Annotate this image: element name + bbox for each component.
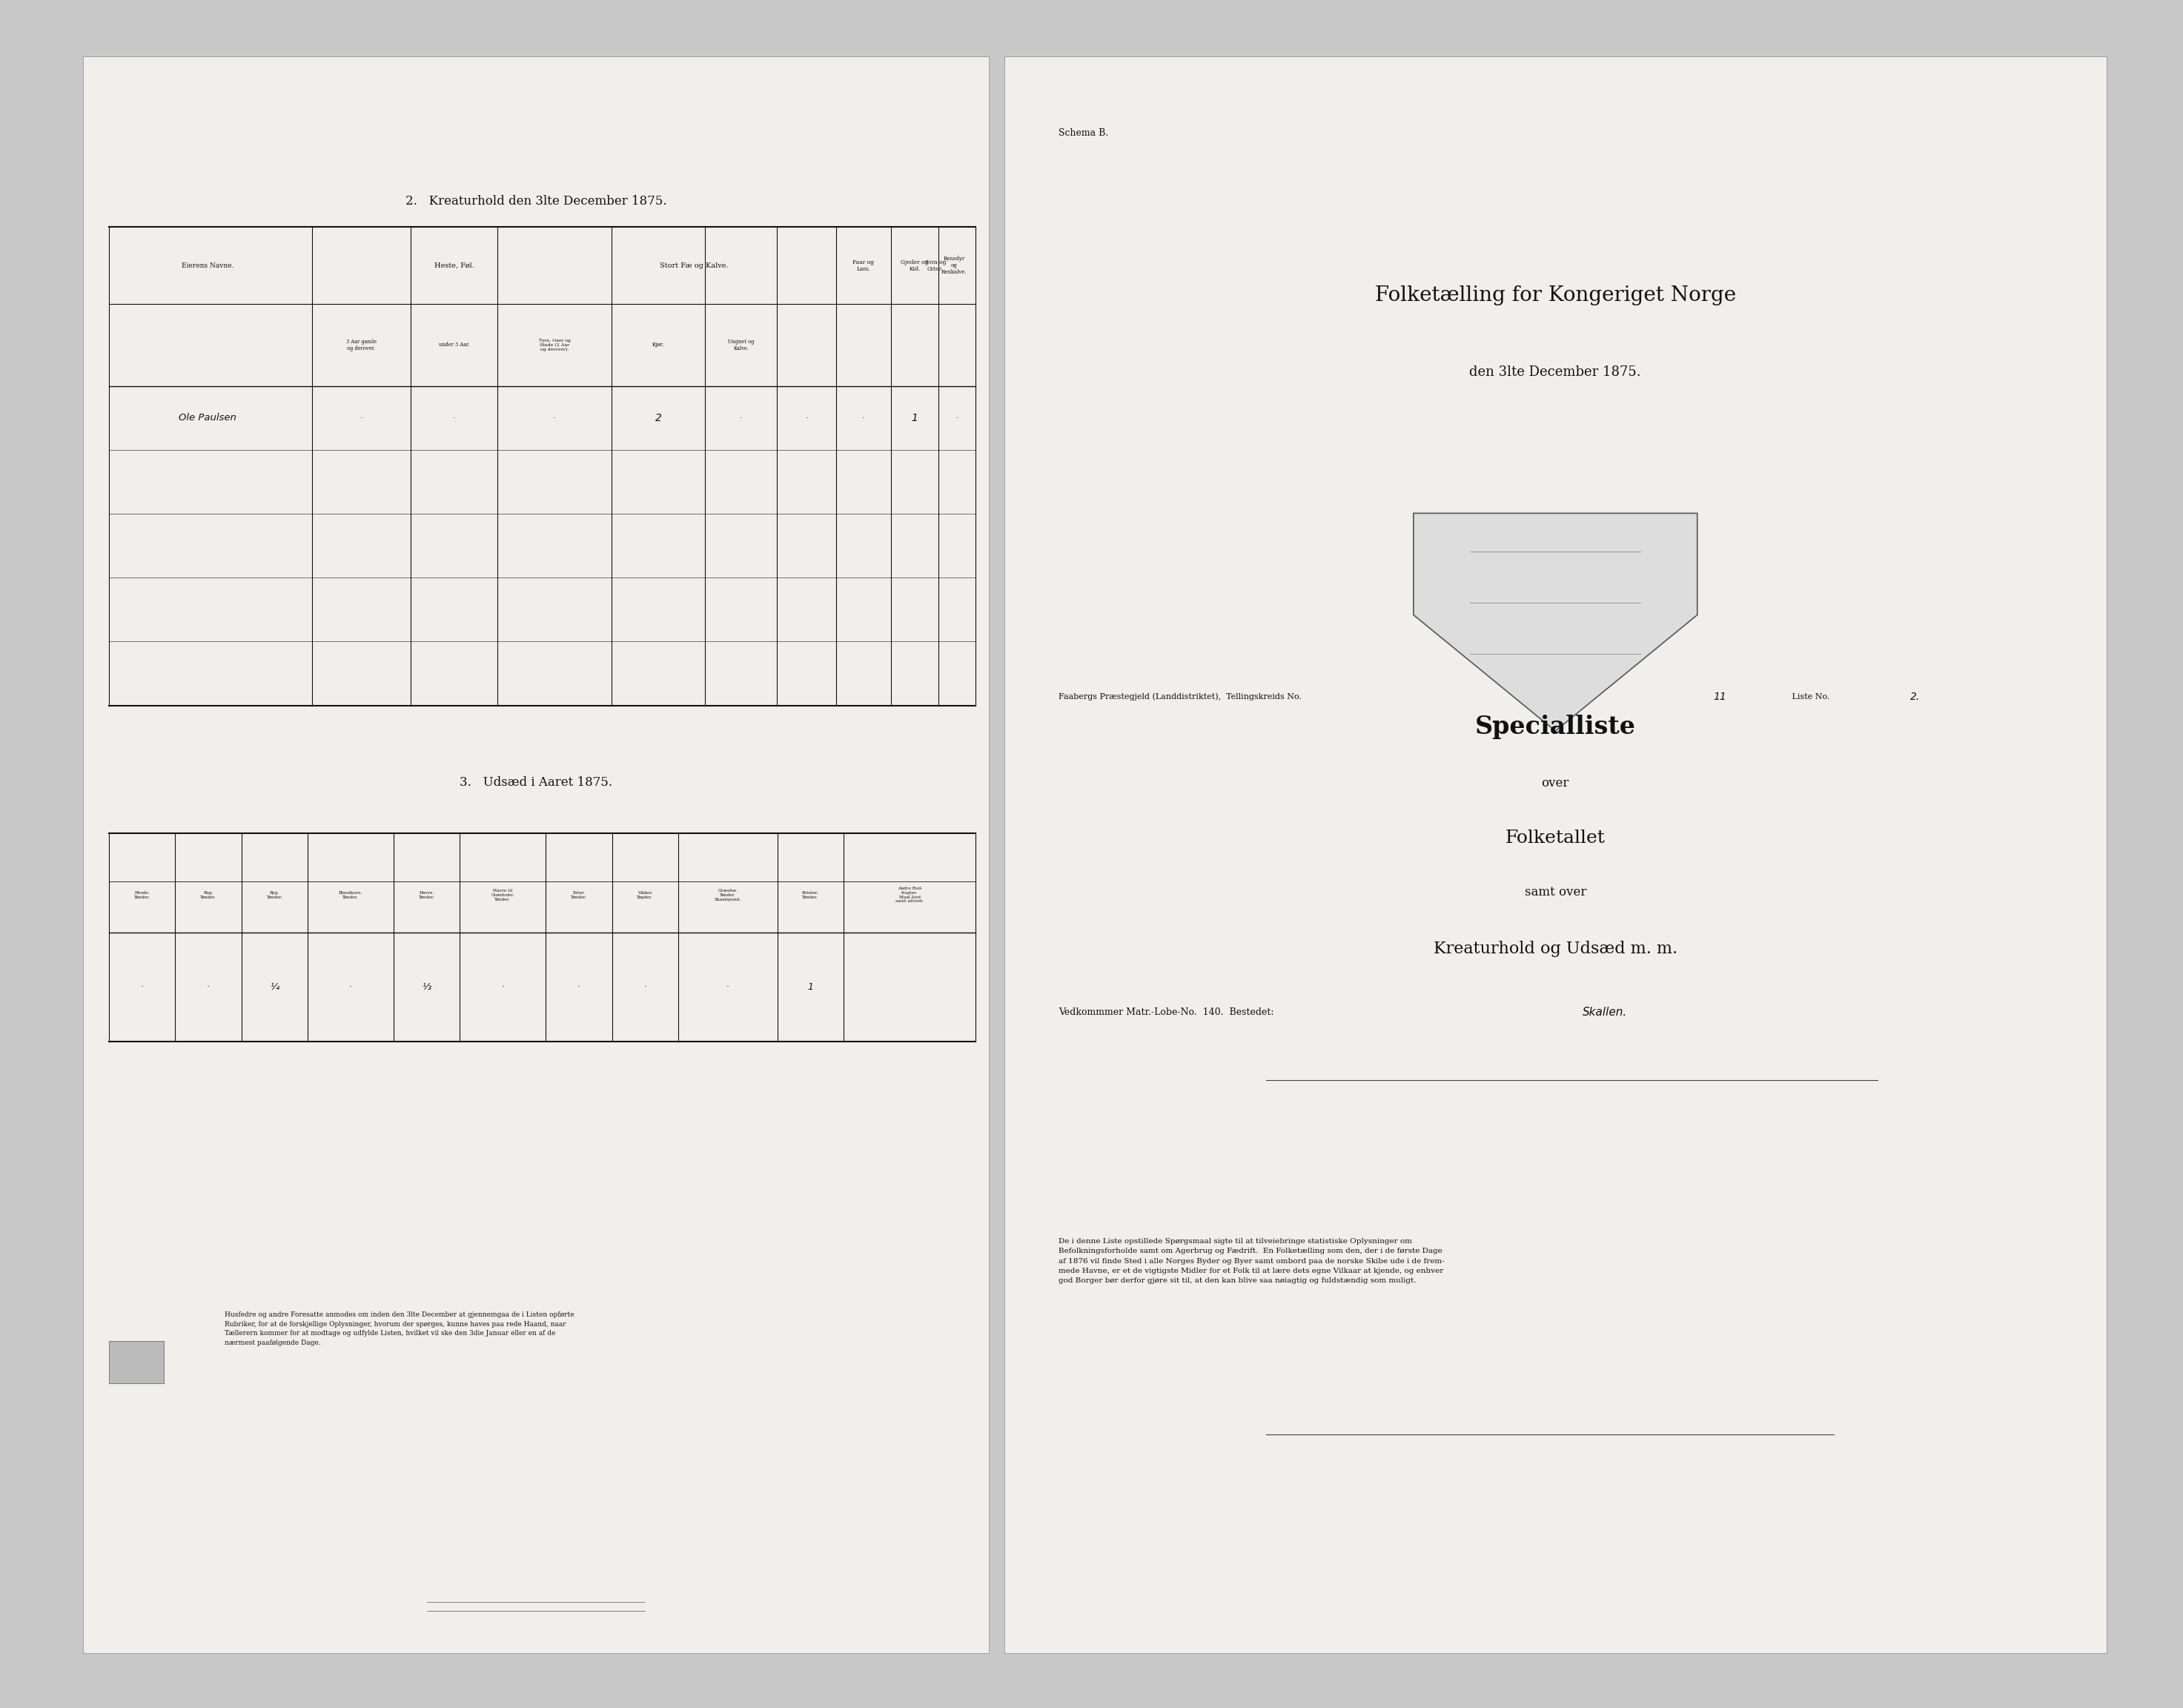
Text: ·: · xyxy=(552,415,557,422)
Text: under 3 Aar.: under 3 Aar. xyxy=(439,342,469,348)
Text: ·: · xyxy=(452,415,456,422)
Text: Specialliste: Specialliste xyxy=(1476,714,1635,740)
Text: 3 Aar gamle
og derover.: 3 Aar gamle og derover. xyxy=(347,338,375,352)
Text: ·: · xyxy=(207,982,210,992)
FancyBboxPatch shape xyxy=(109,1341,164,1383)
Text: Stort Fæ og Kalve.: Stort Fæ og Kalve. xyxy=(659,263,729,268)
FancyBboxPatch shape xyxy=(1004,56,2107,1653)
Text: 2: 2 xyxy=(655,413,661,424)
Text: Ungnet og
Kalve.: Ungnet og Kalve. xyxy=(727,338,755,352)
Text: Andre Rod-
frugter.
Maal Jord
samt anvent.: Andre Rod- frugter. Maal Jord samt anven… xyxy=(895,886,923,904)
Text: 11: 11 xyxy=(1714,692,1727,702)
Polygon shape xyxy=(1415,512,1698,731)
Text: 3.   Udsæd i Aaret 1875.: 3. Udsæd i Aaret 1875. xyxy=(461,775,611,789)
Text: Svin og
Grise.: Svin og Grise. xyxy=(926,260,945,272)
Text: ·: · xyxy=(349,982,351,992)
Text: Gjeder og
Kid.: Gjeder og Kid. xyxy=(902,260,928,272)
Text: ·: · xyxy=(644,982,646,992)
Text: 2.: 2. xyxy=(1910,692,1919,702)
Text: ·: · xyxy=(360,415,362,422)
Text: Faabergs Præstegjeld (Landdistriktet),  Tellingskreids No.: Faabergs Præstegjeld (Landdistriktet), T… xyxy=(1059,693,1308,700)
Text: Vikker.
Tøgder.: Vikker. Tøgder. xyxy=(637,892,653,898)
Text: Ole Paulsen: Ole Paulsen xyxy=(179,413,236,424)
FancyBboxPatch shape xyxy=(83,56,989,1653)
Text: 1: 1 xyxy=(910,413,919,424)
Text: Havre.
Tønder.: Havre. Tønder. xyxy=(419,892,434,898)
Text: ·: · xyxy=(140,982,144,992)
Text: ¼: ¼ xyxy=(271,982,279,992)
Text: den 3lte December 1875.: den 3lte December 1875. xyxy=(1469,366,1642,379)
Text: Græsfrø.
Tønder.
Skaalepund.: Græsfrø. Tønder. Skaalepund. xyxy=(714,888,742,902)
Text: ·: · xyxy=(740,415,742,422)
Text: ·: · xyxy=(862,415,864,422)
Text: 2.   Kreaturhold den 3lte December 1875.: 2. Kreaturhold den 3lte December 1875. xyxy=(406,195,666,208)
Text: Erter.
Tønder.: Erter. Tønder. xyxy=(570,892,587,898)
Text: Folketælling for Kongeriget Norge: Folketælling for Kongeriget Norge xyxy=(1375,285,1735,306)
Text: Liste No.: Liste No. xyxy=(1779,693,1836,700)
Text: Skallen.: Skallen. xyxy=(1583,1006,1626,1018)
Text: ·: · xyxy=(727,982,729,992)
Text: over: over xyxy=(1541,777,1570,789)
Text: Tyre, Oxer og
Stude (2 Aar
og derover).: Tyre, Oxer og Stude (2 Aar og derover). xyxy=(539,338,570,352)
Text: Heste, Føl.: Heste, Føl. xyxy=(434,263,474,268)
Text: Eierens Navne.: Eierens Navne. xyxy=(181,263,234,268)
Text: Poteter.
Tønder.: Poteter. Tønder. xyxy=(801,892,819,898)
Text: ·: · xyxy=(956,415,958,422)
Text: ·: · xyxy=(502,982,504,992)
Text: ⅓: ⅓ xyxy=(421,982,432,992)
Text: Kjør.: Kjør. xyxy=(653,342,664,348)
Text: ·: · xyxy=(576,982,581,992)
Text: Hvede.
Tønder.: Hvede. Tønder. xyxy=(133,892,151,898)
Text: samt over: samt over xyxy=(1524,886,1587,898)
Text: Schema B.: Schema B. xyxy=(1059,128,1109,138)
Text: Folketallet: Folketallet xyxy=(1506,830,1605,845)
Text: Husfedre og andre Foresatte anmodes om inden den 3lte December at gjennemgaa de : Husfedre og andre Foresatte anmodes om i… xyxy=(225,1312,574,1346)
Text: Kreaturhold og Udsæd m. m.: Kreaturhold og Udsæd m. m. xyxy=(1434,941,1677,956)
Text: Rug.
Tønder.: Rug. Tønder. xyxy=(201,892,216,898)
Text: Rensdyr
og
Renkalve.: Rensdyr og Renkalve. xyxy=(941,256,967,275)
Text: De i denne Liste opstillede Spørgsmaal sigte til at tilveiebringe statistiske Op: De i denne Liste opstillede Spørgsmaal s… xyxy=(1059,1238,1445,1284)
Text: Blandkorn.
Tønder.: Blandkorn. Tønder. xyxy=(338,892,362,898)
Text: Havre til
Grønfoder.
Tønder.: Havre til Grønfoder. Tønder. xyxy=(491,888,515,902)
Text: Vedkommmer Matr.-Lobe-No.  140.  Bestedet:: Vedkommmer Matr.-Lobe-No. 140. Bestedet: xyxy=(1059,1008,1277,1016)
Text: Byg.
Tønder.: Byg. Tønder. xyxy=(266,892,282,898)
Text: 1: 1 xyxy=(808,982,814,992)
Text: ·: · xyxy=(806,415,808,422)
Text: Faar og
Lam.: Faar og Lam. xyxy=(854,260,873,272)
